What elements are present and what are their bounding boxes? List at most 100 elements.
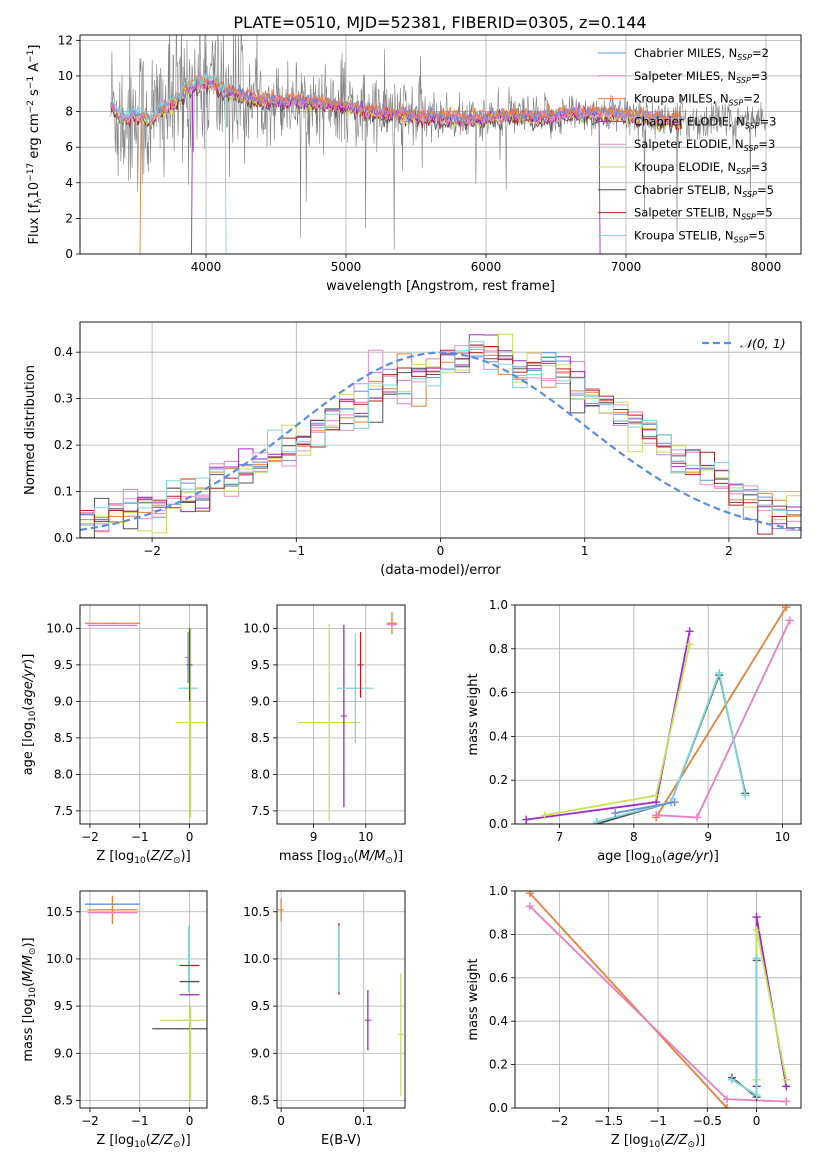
label-part: Z/Z [664,1133,688,1148]
x-tick-label: 7000 [611,260,642,274]
y-tick-label: 9.0 [251,1046,270,1060]
label-part: Z [log [96,1133,134,1148]
label-part: age [log [21,722,36,775]
label-part: mass weight [466,673,481,755]
label-part: 10 [28,710,38,722]
plot-area [80,333,801,538]
series-marker [652,791,661,800]
series-marker [685,640,694,649]
plot-area [525,891,791,1108]
label-part: −17 [26,163,36,182]
label-part: ( [146,1133,151,1148]
x-tick-label: −2 [81,830,99,844]
legend-eq: =3 [758,137,775,151]
y-tick-label: 0.2 [489,1058,508,1072]
series-marker [723,1104,732,1108]
y-tick-label: 4 [65,176,73,190]
legend-label: Kroupa STELIB, N [634,228,734,242]
series-marker [782,605,791,612]
x-tick-label: 5000 [331,260,362,274]
y-tick-label: 10.0 [46,621,73,635]
y-tick-label: 12 [58,33,73,47]
panel-mass_vs_Z: −2 −1 08.59.09.510.010.5Z [log10(Z/Z⊙)]mas… [21,890,208,1150]
legend-sub: SSP [741,213,756,222]
legend-sub: SSP [744,144,759,153]
y-tick-label: 0.0 [489,817,508,831]
legend-label: Kroupa MILES, N [634,92,729,106]
y-tick-label: 6 [65,140,73,154]
axes-frame [276,890,406,1109]
legend-label: Chabrier MILES, N [634,46,737,60]
y-axis-label: age [log10(age/yr)] [21,654,38,776]
label-part: A [27,63,42,76]
x-tick-label: −2 [81,1114,99,1128]
label-part: −1 [26,76,36,89]
x-tick-label: 0 [277,1114,285,1128]
plot-area [278,898,404,1096]
legend-eq: =5 [756,206,773,220]
series-marker [670,798,679,807]
x-tick-label: −0.5 [693,1114,722,1128]
legend-entry: Chabrier ELODIE, NSSP=3 [634,114,776,130]
x-tick-label: 7 [556,830,564,844]
axes-frame [514,604,802,825]
plot-area [297,612,398,822]
label-part: )] [709,849,719,864]
label-part: 10 [342,856,354,866]
legend-sub: SSP [742,190,757,199]
series-marker [723,1095,732,1104]
legend-entry: 𝒩(0, 1) [740,336,786,351]
y-tick-label: 2 [65,211,73,225]
label-part: 10 [134,856,146,866]
y-axis-label: Normed distribution [23,365,38,495]
y-tick-label: 0.1 [54,485,73,499]
label-part: 10 [134,1140,146,1150]
label-part: )] [21,937,36,947]
x-tick-label: 6000 [471,260,502,274]
y-tick-label: 0.4 [54,345,73,359]
plot-area [84,622,206,818]
axes-frame [276,604,406,825]
legend-eq: =2 [743,92,760,106]
series-marker [540,811,549,820]
legend-label: Salpeter ELODIE, N [634,137,744,151]
axes-frame [79,321,802,539]
label-part: Z/Z [150,849,174,864]
label-part: )] [393,849,403,864]
series-marker [782,1097,791,1106]
y-tick-label: 10.5 [243,905,270,919]
y-tick-label: 0.6 [489,686,508,700]
legend-sub: SSP [737,53,752,62]
y-tick-label: 8.5 [251,1093,270,1107]
y-axis-label: mass weight [466,673,481,755]
legend-entry: Kroupa STELIB, NSSP=5 [634,228,765,244]
label-part: ⊙ [687,1140,695,1150]
legend-label: Kroupa ELODIE, N [634,160,736,174]
data-point [364,990,371,1051]
x-tick-label: −1 [131,830,149,844]
label-part: 10 [28,987,38,999]
label-part: erg cm [27,113,42,162]
label-part: E(B-V) [321,1133,361,1148]
data-point [297,623,361,822]
series-line-kroupa-elodie [544,644,691,817]
model-line-salpeter-elodie [110,80,683,131]
plot-area [110,35,767,254]
series-marker [652,811,661,820]
y-tick-label: 9.5 [251,658,270,672]
x-tick-label: 8000 [751,260,782,274]
plot-area [522,605,794,824]
plot-area [84,895,207,1101]
label-part: 10 [27,182,42,199]
axes-frame [79,604,208,825]
panel-residuals: −2 −1 0 1 2 0.0 0.1 0.2 0.3 0.4 (data-model)/error… [23,321,802,578]
label-part: Z/Z [150,1133,174,1148]
y-tick-label: 0.2 [54,438,73,452]
x-axis-label: mass [log10(M/M⊙)] [279,849,403,866]
y-tick-label: 8.5 [251,731,270,745]
y-tick-label: 0.4 [489,729,508,743]
series-marker [727,1075,736,1084]
model-line-kroupa-stelib [110,70,227,254]
series-marker [693,813,701,822]
